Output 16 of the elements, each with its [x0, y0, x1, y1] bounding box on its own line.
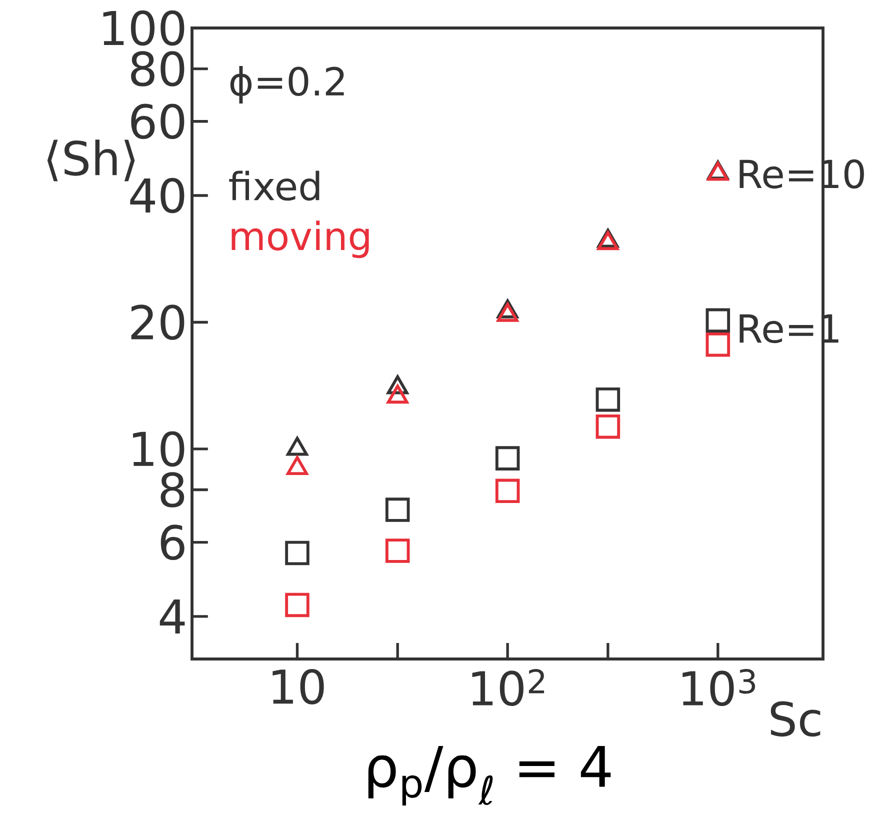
text: ρ$_{p}$/ρ$_{ℓ}$ = 4	[368, 746, 611, 806]
x-axis-title: Sc	[770, 701, 820, 737]
y-tick-label: 80	[131, 51, 184, 86]
y-tick-label: 4	[160, 599, 185, 634]
y-tick-label: 8	[160, 472, 184, 508]
y-tick-label: 10	[133, 431, 184, 467]
text: moving	[232, 220, 369, 258]
x-tick-label: 10	[272, 669, 324, 704]
y-tick-label: 100	[103, 10, 184, 46]
y-tick-label: 60	[131, 104, 184, 140]
y-tick-label: 20	[131, 304, 184, 340]
x-tick-label: 10$^{2}$	[472, 669, 544, 706]
y-tick-label: 6	[160, 524, 184, 560]
legend-label: fixed	[229, 170, 320, 201]
x-tick-label: 10$^{3}$	[682, 669, 756, 706]
annotation: ϕ=0.2	[230, 66, 344, 104]
